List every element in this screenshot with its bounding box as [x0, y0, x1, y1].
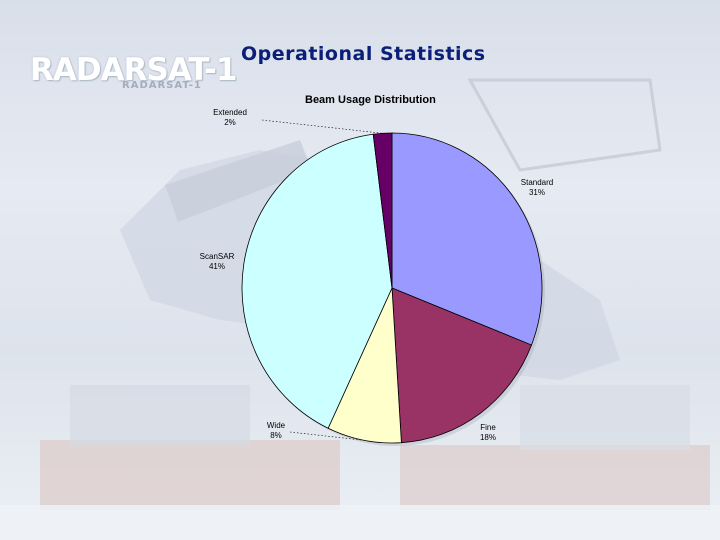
chart-title: Beam Usage Distribution [305, 94, 436, 106]
slice-label-standard-name: Standard [520, 178, 554, 187]
slice-label-scansar: ScanSAR 41% [195, 252, 239, 272]
slice-label-wide-name: Wide [266, 421, 286, 430]
slice-label-wide: Wide 8% [260, 421, 292, 441]
leader-line-extended [261, 119, 383, 134]
slice-label-fine-percent: 18% [479, 433, 496, 442]
slice-label-extended: Extended 2% [205, 108, 255, 128]
slice-label-scansar-name: ScanSAR [199, 252, 235, 261]
slice-label-extended-percent: 2% [224, 118, 236, 127]
pie-slice-fine [391, 287, 532, 444]
slice-label-scansar-percent: 41% [208, 262, 225, 271]
pie-slice-scansar [241, 133, 393, 429]
slice-label-standard: Standard 31% [514, 178, 560, 198]
slice-label-wide-percent: 8% [270, 431, 282, 440]
background-satellite-frame [467, 78, 662, 172]
slice-label-standard-percent: 31% [528, 188, 545, 197]
background-ship-right-cabin [520, 385, 690, 450]
background-satellite-panel [165, 140, 312, 222]
radarsat-logo: RADARSAT-1 [30, 52, 237, 88]
radarsat-logo-subtext: RADARSAT-1 [122, 80, 202, 91]
pie-slice-extended [372, 132, 393, 289]
slice-label-fine-name: Fine [480, 423, 496, 432]
slice-label-fine: Fine 18% [470, 423, 506, 443]
pie-slice-standard [391, 132, 543, 346]
background-ship-right-hull [400, 445, 710, 510]
background-ship-left-hull [40, 440, 340, 510]
slice-label-extended-name: Extended [213, 108, 247, 117]
background-ship-left-cabin [70, 385, 250, 445]
background-sea-ice [0, 505, 720, 540]
page-title: Operational Statistics [241, 43, 486, 65]
